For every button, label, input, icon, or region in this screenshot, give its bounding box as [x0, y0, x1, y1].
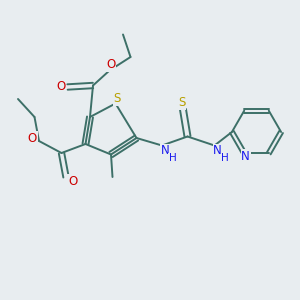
- Text: S: S: [178, 96, 185, 110]
- Text: O: O: [28, 131, 37, 145]
- Text: O: O: [106, 58, 116, 71]
- Text: O: O: [68, 175, 77, 188]
- Text: N: N: [241, 150, 250, 163]
- Text: N: N: [160, 144, 169, 158]
- Text: S: S: [113, 92, 121, 106]
- Text: H: H: [169, 153, 176, 163]
- Text: N: N: [213, 144, 222, 158]
- Text: O: O: [56, 80, 65, 94]
- Text: H: H: [221, 153, 229, 163]
